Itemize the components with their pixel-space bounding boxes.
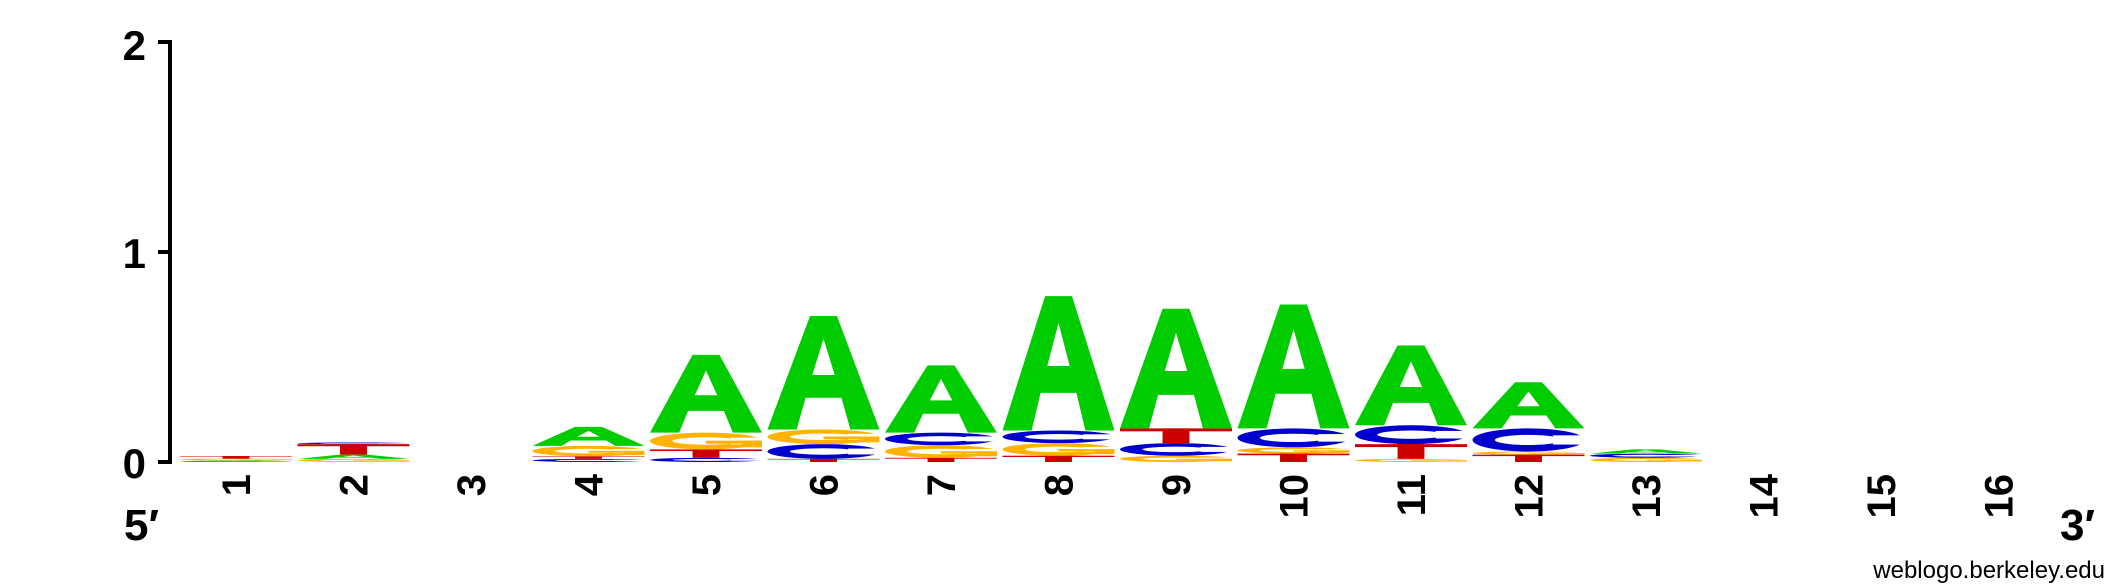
letter-C-pos-10 — [1237, 428, 1352, 448]
letter-A-pos-9 — [1120, 308, 1232, 429]
letter-C-pos-8 — [1002, 430, 1117, 444]
letter-A-pos-10 — [1237, 304, 1350, 429]
letter-C-pos-1 — [180, 461, 295, 462]
x-tick-label: 16 — [1978, 474, 2022, 519]
letter-T-pos-1 — [180, 456, 292, 459]
letter-G-pos-7 — [885, 445, 1000, 458]
letter-C-pos-7 — [885, 432, 1000, 446]
letter-G-pos-4 — [532, 445, 647, 457]
letter-G-pos-6 — [767, 429, 882, 445]
letter-C-pos-11 — [1355, 425, 1470, 445]
three-prime-label: 3′ — [2060, 501, 2095, 550]
letter-A-pos-8 — [1002, 296, 1115, 431]
letter-G-pos-5 — [650, 432, 765, 450]
letter-T-pos-4 — [532, 456, 645, 459]
letter-T-pos-12 — [1472, 454, 1585, 462]
letter-C-pos-5 — [650, 457, 765, 462]
x-tick-label: 14 — [1743, 473, 1787, 518]
letter-A-pos-5 — [650, 354, 762, 433]
letter-C-pos-9 — [1120, 443, 1235, 456]
y-tick-label: 0 — [123, 440, 146, 487]
x-tick-label: 12 — [1508, 474, 1552, 519]
letter-A-pos-1 — [180, 460, 292, 462]
x-tick-label: 9 — [1155, 474, 1199, 496]
five-prime-label: 5′ — [124, 501, 159, 550]
letter-T-pos-9 — [1120, 428, 1232, 444]
x-tick-label: 15 — [1860, 474, 1904, 519]
y-axis: 2 1 0 — [123, 22, 172, 487]
letter-A-pos-6 — [767, 316, 880, 430]
letter-A-pos-4 — [532, 426, 645, 446]
letter-T-pos-11 — [1355, 444, 1467, 459]
x-tick-label: 11 — [1390, 474, 1434, 516]
letter-G-pos-2 — [297, 458, 412, 462]
letter-G-pos-10 — [1237, 447, 1352, 454]
letter-C-pos-12 — [1472, 428, 1587, 452]
x-tick-label: 10 — [1273, 474, 1317, 519]
letter-C-pos-4 — [532, 458, 647, 462]
x-tick-label: 2 — [333, 474, 377, 496]
x-tick-label: 8 — [1038, 474, 1082, 496]
letter-A-pos-11 — [1355, 345, 1467, 426]
letter-A-pos-12 — [1472, 382, 1585, 429]
letter-T-pos-6 — [767, 458, 880, 462]
letter-stacks — [180, 296, 1705, 462]
x-tick-labels: 1 2 3 4 5 6 7 8 9 10 11 12 13 14 15 16 — [215, 473, 2022, 518]
letter-C-pos-2 — [297, 442, 412, 445]
letter-T-pos-10 — [1237, 453, 1350, 462]
credit-text: weblogo.berkeley.edu — [1872, 557, 2105, 584]
letter-G-pos-8 — [1002, 443, 1117, 456]
x-tick-label: 1 — [215, 474, 259, 496]
letter-G-pos-11 — [1355, 458, 1470, 462]
x-tick-label: 3 — [450, 474, 494, 496]
letter-T-pos-5 — [650, 449, 762, 458]
letter-T-pos-7 — [885, 457, 997, 462]
letter-A-pos-13 — [1590, 449, 1702, 454]
letter-C-pos-13 — [1590, 453, 1705, 458]
letter-T-pos-8 — [1002, 455, 1115, 462]
letter-A-pos-2 — [297, 454, 410, 459]
x-tick-label: 5 — [685, 474, 729, 496]
letter-T-pos-2 — [297, 444, 410, 455]
letter-G-pos-12 — [1472, 451, 1587, 455]
letter-G-pos-13 — [1590, 457, 1705, 462]
y-tick-label: 1 — [123, 230, 146, 277]
x-tick-label: 13 — [1625, 474, 1669, 519]
y-tick-label: 2 — [123, 22, 146, 69]
x-tick-label: 4 — [568, 473, 612, 496]
x-tick-label: 6 — [803, 474, 847, 496]
x-tick-label: 7 — [920, 474, 964, 496]
letter-G-pos-1 — [180, 458, 295, 461]
letter-C-pos-6 — [767, 444, 882, 459]
letter-A-pos-7 — [885, 365, 997, 433]
letter-G-pos-9 — [1120, 455, 1235, 462]
